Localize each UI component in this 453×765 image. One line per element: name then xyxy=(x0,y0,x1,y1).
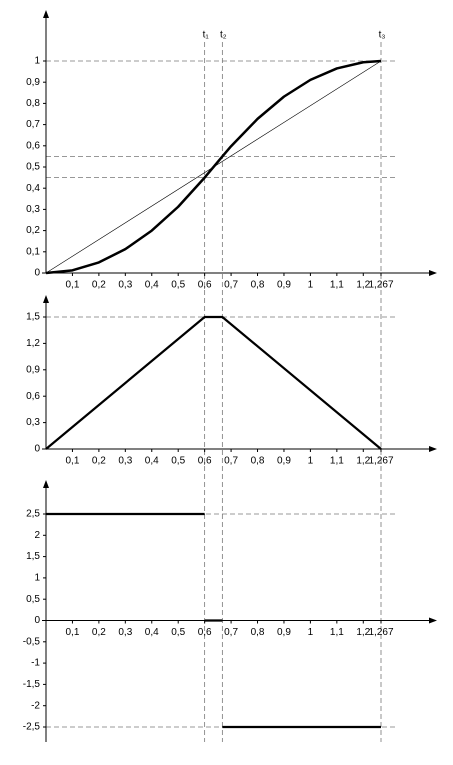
y-tick-label: 0,6 xyxy=(26,391,40,402)
x-tick-label: 0,9 xyxy=(277,280,291,291)
x-tick-label: 1,1 xyxy=(330,627,344,638)
marker-label: t₂ xyxy=(220,30,227,41)
x-tick-label: 0,2 xyxy=(92,627,106,638)
y-tick-label: -1,5 xyxy=(23,679,41,690)
y-tick-label: 1 xyxy=(34,56,40,67)
x-tick-label: 1 xyxy=(308,627,314,638)
x-tick-label: 0,5 xyxy=(171,456,185,467)
y-tick-label: 0,5 xyxy=(26,162,40,173)
x-tick-label: 0,6 xyxy=(198,280,212,291)
x-tick-label: 0,2 xyxy=(92,280,106,291)
x-tick-label: 0,7 xyxy=(224,627,238,638)
y-tick-label: 0,6 xyxy=(26,140,40,151)
y-tick-label: 1,5 xyxy=(26,312,40,323)
x-tick-label: 1 xyxy=(308,280,314,291)
marker-label: t₁ xyxy=(203,30,210,41)
x-tick-label: 0,4 xyxy=(145,456,159,467)
y-axis-arrow xyxy=(43,295,49,303)
x-tick-label: 1,2 xyxy=(356,627,370,638)
y-tick-label: 0 xyxy=(34,268,40,279)
y-tick-label: 0 xyxy=(34,615,40,626)
x-tick-label: 1,2 xyxy=(356,456,370,467)
x-tick-label: 0,1 xyxy=(65,280,79,291)
x-tick-label: 0,9 xyxy=(277,627,291,638)
data-line xyxy=(45,59,382,275)
x-tick-label: 1,1 xyxy=(330,456,344,467)
data-line xyxy=(45,60,382,274)
y-tick-label: 0,2 xyxy=(26,225,40,236)
y-tick-label: 1,2 xyxy=(26,338,40,349)
x-tick-label: 0,3 xyxy=(118,627,132,638)
y-tick-label: 0,9 xyxy=(26,364,40,375)
y-tick-label: -1 xyxy=(31,658,40,669)
x-tick-label: 0,7 xyxy=(224,280,238,291)
x-tick-label: 1,267 xyxy=(368,280,393,291)
y-tick-label: 0 xyxy=(34,444,40,455)
y-tick-label: 0,9 xyxy=(26,77,40,88)
y-axis-arrow xyxy=(43,480,49,488)
x-tick-label: 0,6 xyxy=(198,456,212,467)
y-tick-label: 1 xyxy=(34,573,40,584)
y-tick-label: 0,3 xyxy=(26,417,40,428)
x-tick-label: 1,1 xyxy=(330,280,344,291)
y-tick-label: 0,8 xyxy=(26,98,40,109)
y-tick-label: 1,5 xyxy=(26,551,40,562)
x-tick-label: 0,6 xyxy=(198,627,212,638)
x-tick-label: 0,5 xyxy=(171,280,185,291)
y-tick-label: 2,5 xyxy=(26,509,40,520)
y-tick-label: 2 xyxy=(34,530,40,541)
y-tick-label: -2 xyxy=(31,700,40,711)
x-tick-label: 0,9 xyxy=(277,456,291,467)
x-tick-label: 0,7 xyxy=(224,456,238,467)
x-tick-label: 0,4 xyxy=(145,280,159,291)
y-tick-label: 0,3 xyxy=(26,204,40,215)
x-tick-label: 0,8 xyxy=(251,627,265,638)
x-tick-label: 1 xyxy=(308,456,314,467)
x-axis-arrow xyxy=(429,270,437,276)
y-tick-label: 0,1 xyxy=(26,246,40,257)
x-tick-label: 0,3 xyxy=(118,280,132,291)
x-tick-label: 0,3 xyxy=(118,456,132,467)
y-tick-label: 0,5 xyxy=(26,594,40,605)
data-line xyxy=(45,315,382,450)
x-tick-label: 0,1 xyxy=(65,627,79,638)
x-tick-label: 1,267 xyxy=(368,456,393,467)
x-axis-arrow xyxy=(429,617,437,624)
x-tick-label: 0,8 xyxy=(251,456,265,467)
x-tick-label: 0,8 xyxy=(251,280,265,291)
x-tick-label: 1,267 xyxy=(368,627,393,638)
x-tick-label: 1,2 xyxy=(356,280,370,291)
data-line xyxy=(46,512,381,729)
x-axis-arrow xyxy=(429,446,437,452)
marker-label: t₃ xyxy=(379,30,386,41)
x-tick-label: 0,2 xyxy=(92,456,106,467)
y-tick-label: -0,5 xyxy=(23,636,41,647)
y-axis-arrow xyxy=(43,10,49,18)
x-tick-label: 0,1 xyxy=(65,456,79,467)
y-tick-label: 0,7 xyxy=(26,119,40,130)
y-tick-label: 0,4 xyxy=(26,183,40,194)
x-tick-label: 0,5 xyxy=(171,627,185,638)
y-tick-label: -2,5 xyxy=(23,722,41,733)
x-tick-label: 0,4 xyxy=(145,627,159,638)
